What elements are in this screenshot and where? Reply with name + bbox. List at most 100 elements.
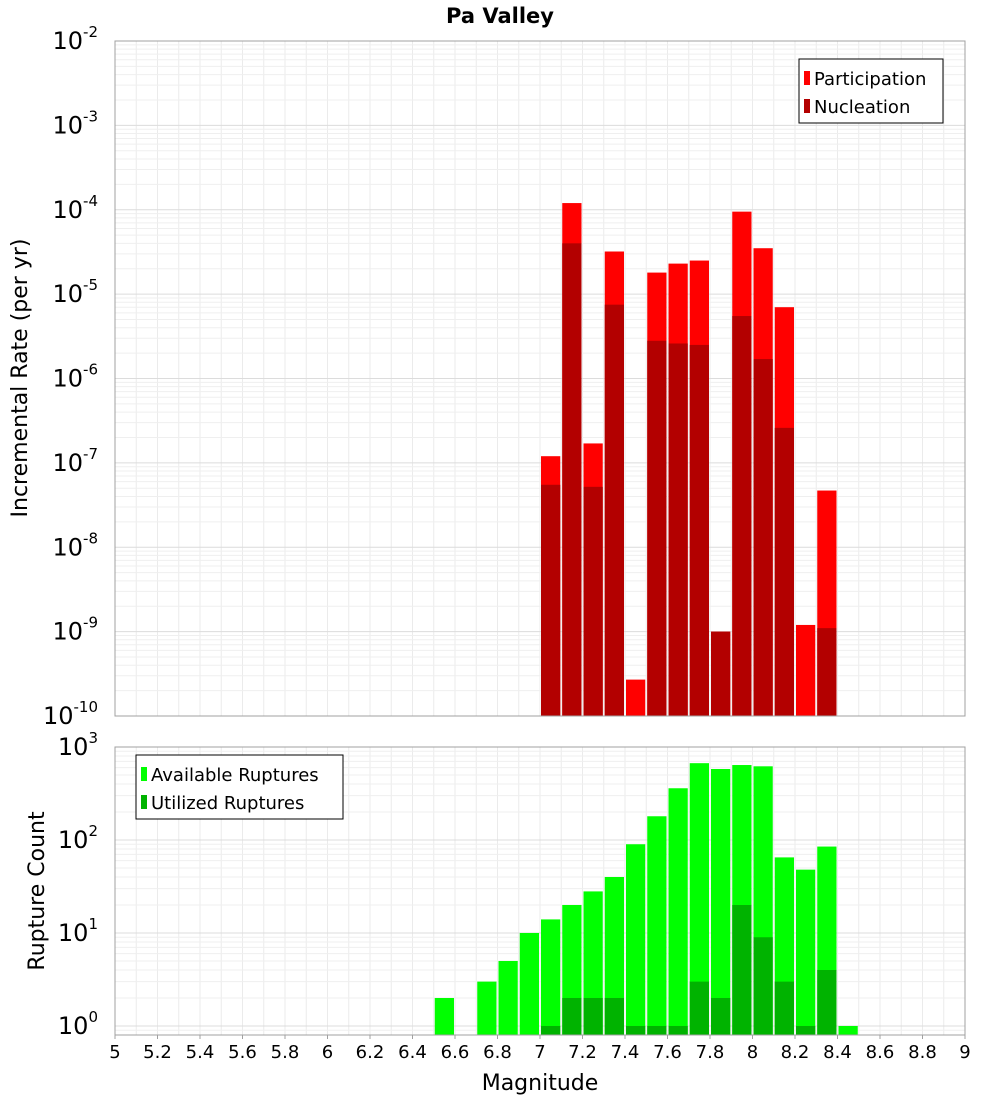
top-bar-participation <box>796 624 816 716</box>
x-tick-label: 8.4 <box>823 1042 852 1063</box>
top-bar-nucleation <box>732 316 752 716</box>
x-tick-label: 6.6 <box>441 1042 470 1063</box>
bottom-bar-available-ruptures <box>604 877 624 1035</box>
bottom-bar-utilized-ruptures <box>689 981 709 1035</box>
bottom-bar-available-ruptures <box>689 763 709 1035</box>
bottom-bar-utilized-ruptures <box>817 969 837 1035</box>
top-legend-box <box>798 58 944 124</box>
top-y-tick-label: 10-5 <box>52 276 98 308</box>
bottom-bar-available-ruptures <box>434 997 454 1035</box>
bottom-y-tick-label: 102 <box>58 822 98 854</box>
bottom-bar-utilized-ruptures <box>583 997 603 1035</box>
bottom-bar-utilized-ruptures <box>541 1025 561 1035</box>
bottom-bar-utilized-ruptures <box>626 1025 646 1035</box>
bottom-bar-available-ruptures <box>796 869 816 1035</box>
bottom-legend-box <box>135 754 344 820</box>
x-tick-label: 7 <box>534 1042 545 1063</box>
bottom-bar-utilized-ruptures <box>647 1025 667 1035</box>
x-tick-label: 8 <box>747 1042 758 1063</box>
x-tick-label: 6.4 <box>398 1042 427 1063</box>
top-y-tick-label: 10-6 <box>52 361 98 393</box>
bottom-bars <box>434 763 858 1035</box>
bottom-legend-label: Utilized Ruptures <box>151 793 304 814</box>
bottom-bar-available-ruptures <box>838 1025 858 1035</box>
x-tick-label: 7.8 <box>696 1042 725 1063</box>
top-legend: Participation Nucleation <box>798 58 944 124</box>
top-bar-nucleation <box>689 344 709 716</box>
bottom-y-tick-label: 103 <box>58 729 98 761</box>
top-y-tick-label: 10-8 <box>52 529 98 561</box>
bottom-legend-swatch <box>141 767 147 781</box>
top-legend-label: Participation <box>814 69 926 90</box>
top-y-tick-label: 10-7 <box>52 445 98 477</box>
top-bar-participation <box>626 679 646 716</box>
x-tick-label: 6.8 <box>483 1042 512 1063</box>
bottom-legend-swatch <box>141 795 147 809</box>
x-tick-label: 5.4 <box>186 1042 215 1063</box>
top-bar-nucleation <box>774 427 794 716</box>
top-y-tick-label: 10-9 <box>52 614 98 646</box>
x-tick-label: 8.6 <box>866 1042 895 1063</box>
bottom-bar-utilized-ruptures <box>732 904 752 1035</box>
bottom-bar-utilized-ruptures <box>753 937 773 1035</box>
top-bar-nucleation <box>711 631 731 716</box>
x-tick-label: 6.2 <box>356 1042 385 1063</box>
top-bar-nucleation <box>583 486 603 716</box>
bottom-bar-available-ruptures <box>711 769 731 1035</box>
x-tick-label: 6 <box>322 1042 333 1063</box>
top-grid <box>114 40 966 717</box>
bottom-plot: 100 101 102 103 Available Ruptures Utilized … <box>25 729 966 1040</box>
x-tick-label: 7.2 <box>568 1042 597 1063</box>
top-y-axis-label: Incremental Rate (per yr) <box>8 239 33 518</box>
top-legend-label: Nucleation <box>814 97 910 118</box>
x-axis-label: Magnitude <box>482 1071 599 1096</box>
bottom-bar-utilized-ruptures <box>711 997 731 1035</box>
bottom-y-axis-label: Rupture Count <box>25 811 50 971</box>
top-plot: 10-10 10-9 10-8 10-7 10-6 10-5 10-4 10-3 10-2 Pa… <box>8 23 966 730</box>
x-tick-label: 5.2 <box>143 1042 172 1063</box>
top-bar-nucleation <box>668 343 688 716</box>
top-y-tick-label: 10-2 <box>52 23 98 55</box>
bottom-y-tick-label: 101 <box>58 915 98 947</box>
bottom-bar-available-ruptures <box>668 788 688 1035</box>
bottom-bar-available-ruptures <box>647 816 667 1035</box>
x-tick-label: 8.2 <box>781 1042 810 1063</box>
top-plot-frame <box>114 40 966 717</box>
x-tick-label: 5.6 <box>228 1042 257 1063</box>
top-bars <box>541 203 837 717</box>
bottom-bar-utilized-ruptures <box>604 997 624 1035</box>
bottom-y-tick-label: 100 <box>58 1008 98 1040</box>
bottom-y-ticks: 100 101 102 103 <box>58 729 98 1040</box>
chart-title: Pa Valley <box>446 4 554 28</box>
bottom-legend-label: Available Ruptures <box>151 765 319 786</box>
top-bar-nucleation <box>817 628 837 716</box>
x-tick-label: 9 <box>959 1042 970 1063</box>
bottom-bar-available-ruptures <box>541 919 561 1035</box>
top-legend-swatch <box>804 71 810 85</box>
x-ticks: 5 5.2 5.4 5.6 5.8 6 6.2 6.4 6.6 6.8 7 7.2 7.4 7.6 7.8 8… <box>109 1035 971 1063</box>
bottom-bar-utilized-ruptures <box>796 1025 816 1035</box>
x-tick-label: 8.8 <box>908 1042 937 1063</box>
bottom-legend: Available Ruptures Utilized Ruptures <box>135 754 344 820</box>
top-bar-nucleation <box>562 243 582 717</box>
top-bar-nucleation <box>647 340 667 716</box>
bottom-bar-utilized-ruptures <box>774 981 794 1035</box>
top-y-tick-label: 10-3 <box>52 107 98 139</box>
bottom-bar-available-ruptures <box>498 960 518 1035</box>
bottom-bar-available-ruptures <box>477 981 497 1035</box>
top-bar-nucleation <box>604 304 624 716</box>
x-tick-label: 5 <box>109 1042 120 1063</box>
top-y-tick-label: 10-4 <box>52 192 98 224</box>
bottom-bar-utilized-ruptures <box>668 1025 688 1035</box>
x-tick-label: 7.6 <box>653 1042 682 1063</box>
top-y-tick-label: 10-10 <box>43 698 98 730</box>
top-legend-swatch <box>804 99 810 113</box>
x-tick-label: 5.8 <box>271 1042 300 1063</box>
bottom-bar-utilized-ruptures <box>562 997 582 1035</box>
top-bar-nucleation <box>753 359 773 716</box>
top-bar-nucleation <box>541 484 561 716</box>
bottom-bar-available-ruptures <box>519 932 539 1035</box>
x-tick-label: 7.4 <box>611 1042 640 1063</box>
top-y-ticks: 10-10 10-9 10-8 10-7 10-6 10-5 10-4 10-3 10-2 <box>43 23 98 730</box>
